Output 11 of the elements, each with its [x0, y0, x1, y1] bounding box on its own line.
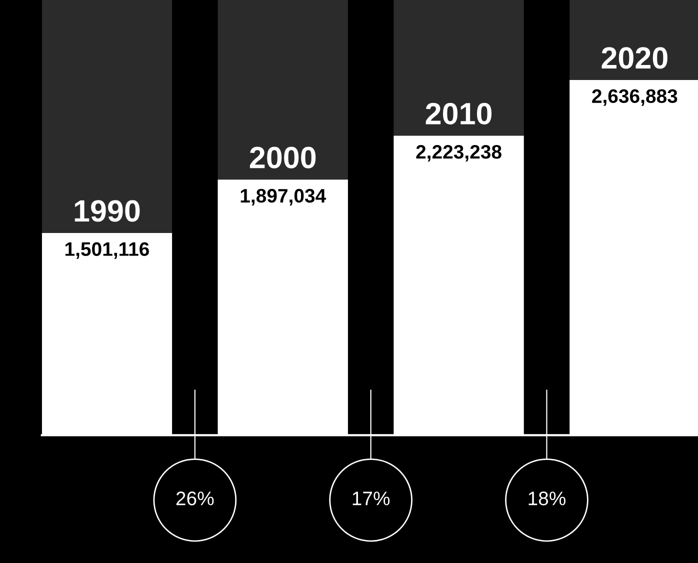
x-tick-label: 2010 — [426, 102, 492, 124]
x-tick-label: 2000 — [250, 146, 316, 168]
text: 17% — [352, 492, 390, 506]
x-tick-label: 2020 — [602, 47, 668, 69]
data-label: 2,223,238 — [416, 144, 502, 162]
data-label: 1,501,116 — [65, 242, 149, 259]
text: 18% — [528, 492, 566, 506]
data-label: 1,897,034 — [240, 188, 326, 206]
text: 26% — [176, 492, 214, 506]
x-tick-label: 1990 — [74, 200, 140, 222]
data-label: 2,636,883 — [592, 89, 678, 106]
